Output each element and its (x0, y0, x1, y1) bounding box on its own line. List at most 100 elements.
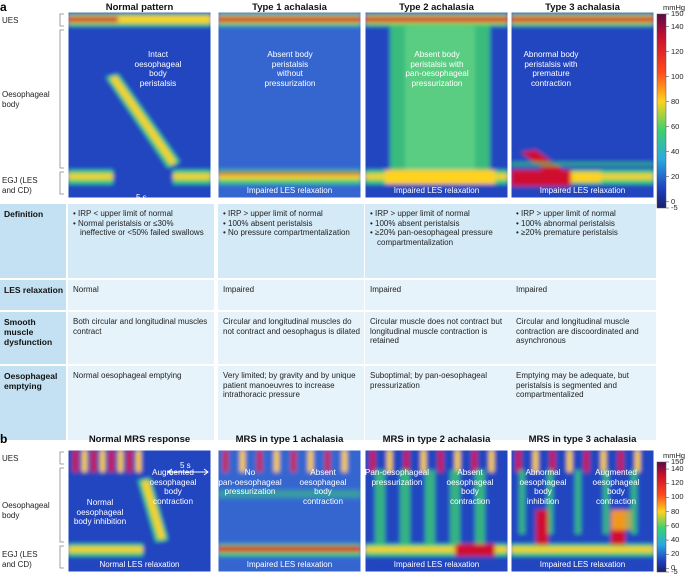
annotation: Augmented oesophageal body contraction (593, 468, 640, 506)
region-label: EGJ (LES and CD) (2, 176, 38, 195)
cell-item: ≥20% premature peristalsis (516, 228, 654, 238)
heat-patch (405, 26, 475, 170)
annotation-line: Abnormal (525, 468, 561, 477)
heat-patch (68, 547, 211, 552)
region-label: EGJ (LES and CD) (2, 550, 38, 569)
heat-patch (68, 17, 118, 22)
heat-patch (519, 470, 525, 534)
panel-label: b (0, 432, 8, 446)
colorbar-tick-label: -5 (671, 203, 678, 212)
heat-patch (218, 172, 361, 175)
region-label: UES (2, 16, 19, 25)
les-label: Normal LES relaxation (99, 560, 180, 569)
annotation-line: peristalsis with (410, 59, 464, 69)
heat-patch (455, 544, 495, 556)
row-header: Oesophageal emptying (4, 371, 58, 391)
heat-patch (511, 162, 654, 166)
les-label: Impaired LES relaxation (393, 560, 480, 569)
row-header-bg (0, 280, 66, 310)
cell-list: IRP > upper limit of normal100% absent p… (223, 209, 361, 238)
heat-layer (218, 450, 361, 572)
heat-patch (113, 166, 173, 188)
annotation: Absent body peristalsis with pan-oesophage… (405, 50, 468, 88)
heat-patch (218, 174, 361, 179)
annotation-line: inhibition (526, 496, 560, 506)
column-title: MRS in type 3 achalasia (528, 434, 637, 445)
heat-layer (68, 450, 211, 572)
cell-item: IRP > upper limit of normal (370, 209, 508, 219)
heat-patch (511, 547, 654, 552)
pressure-topography (365, 450, 508, 572)
colorbar-tick-label: 120 (671, 478, 684, 488)
heat-patch (618, 450, 623, 472)
annotation-line: contraction (302, 496, 344, 506)
cell-bg (511, 312, 656, 364)
annotation-line: oesophageal (134, 59, 182, 69)
annotation: Augmented oesophageal body contraction (150, 468, 197, 506)
annotation-line: Normal (86, 498, 114, 507)
row-header: Smooth muscle dysfunction (4, 317, 53, 347)
annotation: Intact oesophageal body peristalsis (135, 50, 182, 88)
heat-patch (375, 470, 385, 544)
cell-item: IRP > upper limit of normal (516, 209, 654, 219)
annotation-line: Pan-oesophageal (364, 468, 430, 477)
annotation-line: without (277, 69, 303, 78)
heat-patch (218, 490, 361, 498)
heat-patch (567, 450, 572, 472)
colorbar-tick-label: 100 (671, 492, 684, 502)
heat-patch (571, 172, 601, 182)
colorbar-tick-label: 140 (671, 464, 684, 474)
heat-patch (100, 450, 105, 472)
heat-patch (472, 450, 477, 472)
annotation-line: pressurization (224, 487, 276, 496)
annotation-line: contraction (152, 496, 194, 506)
column-title: Type 3 achalasia (545, 2, 620, 13)
cell-item: Normal peristalsis or ≤30% ineffective o… (73, 219, 211, 238)
annotation-line: peristalsis (139, 78, 177, 88)
annotation-line: Absent body (267, 50, 313, 59)
colorbar-tick-label: 40 (671, 146, 680, 156)
heat-layer (68, 12, 211, 198)
colorbar-tick-label: 120 (671, 46, 684, 56)
annotation: Pan-oesophageal pressurization (365, 468, 429, 487)
heat-patch (68, 16, 211, 23)
heat-patch (533, 450, 538, 472)
cell-bg (218, 280, 364, 310)
colorbar-tick-label: 150 (671, 9, 684, 18)
heat-patch (425, 470, 435, 544)
row-header: Definition (4, 209, 44, 219)
annotation-line: oesophageal (299, 477, 347, 487)
heat-patch (575, 470, 581, 534)
annotation-line: pressurization (264, 78, 316, 88)
row-header-bg (0, 366, 66, 440)
annotation-line: Absent body (414, 50, 460, 59)
cell-text: Normal oesophageal emptying (73, 371, 182, 380)
heat-patch (385, 170, 495, 184)
heat-patch (91, 450, 96, 472)
heat-patch (536, 510, 548, 545)
annotation-line: peristalsis with (524, 59, 578, 69)
annotation: No pan-oesophageal pressurization (218, 468, 281, 497)
annotation: Abnormal oesophageal body inhibition (520, 468, 567, 506)
heat-bg (218, 12, 361, 198)
heat-layer (365, 450, 508, 572)
heat-patch (257, 450, 262, 472)
heat-patch (118, 450, 123, 472)
heat-patch (370, 450, 375, 472)
heat-patch (475, 470, 485, 544)
les-label: Impaired LES relaxation (393, 186, 480, 195)
row-header-bg (0, 312, 66, 364)
annotation-line: oesophageal (149, 477, 197, 487)
annotation: Abnormal body peristalsis with premature co… (523, 50, 578, 88)
heat-patch (291, 450, 296, 472)
heat-patch (455, 450, 460, 472)
annotation-line: contraction (530, 78, 572, 88)
column-title: Normal pattern (105, 2, 174, 13)
pressure-topography (511, 12, 654, 198)
cell-bg (218, 366, 364, 440)
cell-item: ≥20% pan-oesophageal pressure compartmen… (370, 228, 508, 247)
heat-bg (511, 12, 654, 198)
cell-text: Suboptimal; by pan-oesophageal pressuriz… (370, 371, 487, 390)
pressure-topography (68, 450, 211, 572)
annotation-line: body (149, 69, 167, 78)
